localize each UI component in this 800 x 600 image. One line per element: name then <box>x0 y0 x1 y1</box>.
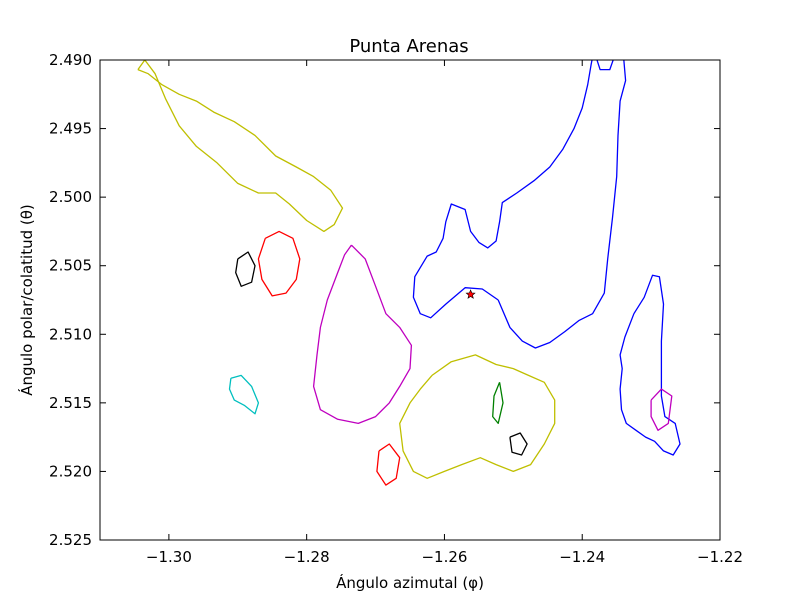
y-tick-label: 2.495 <box>49 120 92 138</box>
y-axis-label: Ángulo polar/colatitud (θ) <box>17 204 36 396</box>
contour-series-3 <box>399 354 556 479</box>
contour-series-1 <box>619 274 681 456</box>
contour-series-6 <box>257 230 301 297</box>
y-tick-label: 2.515 <box>49 394 92 412</box>
y-tick-label: 2.505 <box>49 257 92 275</box>
contour-series-7 <box>376 443 401 486</box>
x-tick-label: −1.30 <box>146 548 192 566</box>
x-tick-label: −1.24 <box>559 548 605 566</box>
y-tick-label: 2.500 <box>49 188 92 206</box>
contour-series-8 <box>228 374 260 415</box>
y-axis: 2.490 2.495 2.500 2.505 2.510 2.515 2.520 2.525 <box>49 51 720 549</box>
contour-series-9 <box>492 382 504 425</box>
x-tick-label: −1.22 <box>697 548 743 566</box>
plot-frame <box>99 59 721 541</box>
y-tick-label: 2.520 <box>49 462 92 480</box>
y-tick-label: 2.510 <box>49 325 92 343</box>
contour-series-5 <box>650 388 673 431</box>
contour-series-11 <box>509 432 528 456</box>
contour-series-group <box>137 60 681 486</box>
y-tick-label: 2.490 <box>49 51 92 69</box>
contour-series-0 <box>412 60 627 349</box>
x-tick-label: −1.28 <box>284 548 330 566</box>
contour-series-10 <box>235 251 256 287</box>
x-axis: −1.30 −1.28 −1.26 −1.24 −1.22 <box>146 60 743 566</box>
marker-group <box>465 289 476 299</box>
x-tick-label: −1.26 <box>421 548 467 566</box>
y-tick-label: 2.525 <box>49 531 92 549</box>
chart-title: Punta Arenas <box>349 36 468 57</box>
star-marker-0 <box>465 289 476 299</box>
contour-series-4 <box>312 244 413 425</box>
x-axis-label: Ángulo azimutal (φ) <box>336 573 484 592</box>
contour-series-2 <box>137 60 344 233</box>
